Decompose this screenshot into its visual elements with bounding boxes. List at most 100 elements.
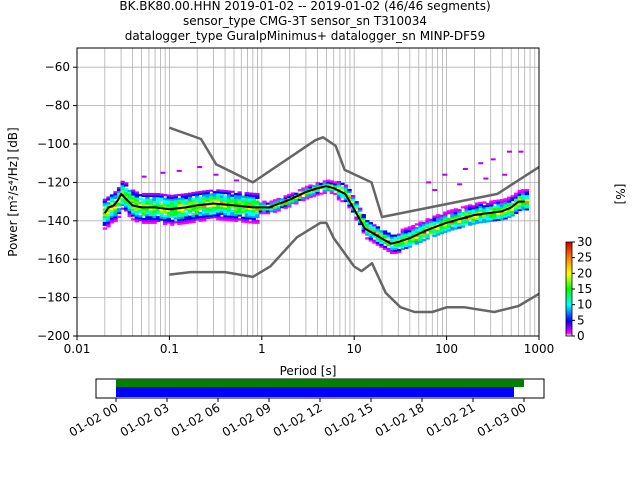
pdf-cell xyxy=(237,212,242,215)
pdf-cell xyxy=(226,211,232,214)
pdf-cell xyxy=(212,212,217,215)
pdf-cell xyxy=(187,209,193,213)
pdf-cell xyxy=(340,182,345,185)
pdf-cell xyxy=(248,192,253,195)
pdf-cell xyxy=(166,217,171,220)
probability-density-cells xyxy=(102,150,530,255)
pdf-cell xyxy=(358,222,363,226)
pdf-cell xyxy=(453,225,459,228)
pdf-cell xyxy=(191,199,196,202)
pdf-cell xyxy=(255,196,260,199)
pdf-cell xyxy=(372,235,377,238)
pdf-cell xyxy=(177,220,182,223)
pdf-cell xyxy=(124,184,129,187)
pdf-cell xyxy=(116,211,122,215)
pdf-cell xyxy=(145,208,150,211)
pdf-cell xyxy=(223,216,228,220)
timeline-coverage-green xyxy=(116,379,524,387)
pdf-cell xyxy=(145,198,150,201)
pdf-outlier-cell xyxy=(478,162,484,165)
pdf-cell xyxy=(471,207,476,210)
pdf-cell xyxy=(120,203,125,206)
pdf-cell xyxy=(212,194,217,198)
pdf-cell xyxy=(510,208,515,211)
pdf-cell xyxy=(393,240,398,243)
pdf-cell xyxy=(116,190,122,194)
pdf-cell xyxy=(439,218,444,221)
pdf-cell xyxy=(414,238,420,241)
pdf-cell xyxy=(205,197,210,200)
pdf-cell xyxy=(258,204,264,207)
pdf-cell xyxy=(368,225,373,229)
colorbar-tick-label: 20 xyxy=(577,266,592,280)
pdf-cell xyxy=(272,206,278,210)
pdf-cell xyxy=(244,218,249,222)
pdf-cell xyxy=(155,202,161,205)
pdf-cell xyxy=(517,189,522,192)
pdf-cell xyxy=(506,202,512,205)
pdf-cell xyxy=(145,200,150,203)
pdf-cell xyxy=(514,200,519,203)
pdf-cell xyxy=(248,217,253,220)
pdf-cell xyxy=(521,189,526,192)
pdf-cell xyxy=(524,198,530,201)
pdf-cell xyxy=(343,184,349,187)
pdf-cell xyxy=(375,233,381,237)
pdf-cell xyxy=(170,215,175,219)
pdf-cell xyxy=(407,233,412,237)
pdf-cell xyxy=(244,209,249,212)
pdf-cell xyxy=(233,192,239,196)
pdf-cell xyxy=(436,229,441,232)
pdf-cell xyxy=(106,196,111,199)
pdf-cell xyxy=(212,210,217,213)
pdf-cell xyxy=(407,232,412,235)
pdf-cell xyxy=(127,207,132,210)
pdf-cell xyxy=(109,209,115,212)
pdf-cell xyxy=(230,206,235,209)
pdf-cell xyxy=(134,220,139,223)
series-line-nhnm xyxy=(168,126,539,219)
pdf-cell xyxy=(308,195,313,199)
pdf-cell xyxy=(322,187,327,191)
pdf-cell xyxy=(457,224,462,227)
pdf-cell xyxy=(492,213,498,216)
pdf-cell xyxy=(180,220,186,223)
x-ticks: 0.01 0.1 1 10 100 1000 xyxy=(64,336,554,356)
pdf-cell xyxy=(287,195,292,198)
pdf-cell xyxy=(216,189,221,192)
pdf-cell xyxy=(467,213,473,217)
pdf-cell xyxy=(400,238,405,241)
pdf-cell xyxy=(358,213,363,216)
pdf-cell xyxy=(393,234,398,237)
pdf-cell xyxy=(517,207,522,210)
pdf-cell xyxy=(506,210,512,213)
pdf-cell xyxy=(134,199,139,202)
pdf-cell xyxy=(180,208,186,212)
pdf-cell xyxy=(209,204,214,208)
pdf-cell xyxy=(262,204,267,207)
pdf-cell xyxy=(230,219,235,222)
pdf-cell xyxy=(499,206,505,209)
pdf-cell xyxy=(524,196,530,199)
pdf-cell xyxy=(436,233,441,236)
pdf-cell xyxy=(379,243,384,246)
pdf-cell xyxy=(521,204,526,207)
pdf-cell xyxy=(205,211,210,214)
pdf-cell xyxy=(106,225,111,228)
pdf-cell xyxy=(113,218,118,221)
pdf-cell xyxy=(496,216,501,219)
pdf-cell xyxy=(343,199,349,203)
pdf-cell xyxy=(141,221,147,224)
pdf-cell xyxy=(258,212,264,215)
pdf-cell xyxy=(184,218,189,221)
pdf-cell xyxy=(216,218,221,221)
pdf-cell xyxy=(301,189,306,192)
pdf-cell xyxy=(113,204,118,207)
pdf-cell xyxy=(138,209,143,212)
pdf-cell xyxy=(198,190,203,194)
pdf-cell xyxy=(194,214,200,217)
pdf-cell xyxy=(389,246,395,249)
pdf-cell xyxy=(131,214,136,217)
pdf-cell xyxy=(131,206,136,209)
pdf-cell xyxy=(482,201,487,204)
